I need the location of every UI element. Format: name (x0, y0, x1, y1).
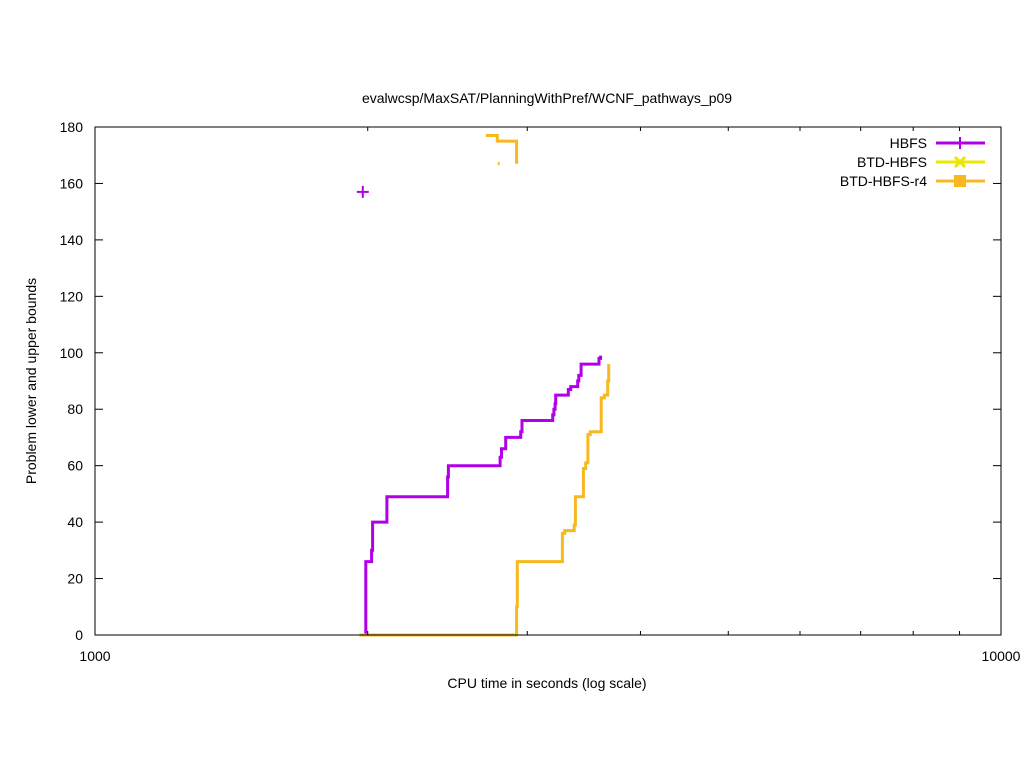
legend-label: HBFS (890, 135, 927, 151)
legend-marker-hbfs (954, 137, 966, 149)
legend-label: BTD-HBFS-r4 (840, 173, 927, 189)
marker-square (954, 175, 966, 187)
lower-bound-line-hbfs (359, 355, 603, 637)
legend-entry-btd-hbfs: BTD-HBFS (857, 154, 985, 170)
y-tick-label: 100 (60, 345, 84, 361)
legend-entry-hbfs: HBFS (890, 135, 985, 151)
legend-marker-btd-hbfs-r4 (954, 175, 966, 187)
upper-bound-line-btd-hbfs-r4 (485, 134, 519, 164)
lower-bound-line-btd-hbfs-r4 (359, 364, 611, 637)
y-axis-label: Problem lower and upper bounds (23, 278, 39, 484)
upper-bound-point-btd-hbfs-r4 (497, 162, 500, 166)
y-tick-label: 40 (67, 514, 83, 530)
y-tick-label: 0 (75, 627, 83, 643)
y-tick-label: 180 (60, 119, 84, 135)
y-tick-label: 80 (67, 401, 83, 417)
upper-bound-point-hbfs (356, 185, 369, 198)
chart-title: evalwcsp/MaxSAT/PlanningWithPref/WCNF_pa… (362, 90, 732, 106)
y-axis: 0 20 40 60 80 100 120 140 160 180 (60, 119, 1001, 643)
x-axis-label: CPU time in seconds (log scale) (447, 675, 646, 691)
y-tick-label: 60 (67, 458, 83, 474)
y-tick-label: 140 (60, 232, 84, 248)
legend-marker-btd-hbfs (953, 155, 967, 169)
legend: HBFS BTD-HBFS BTD-HBFS-r4 (840, 135, 985, 189)
x-axis: 1000 10000 (79, 127, 1021, 664)
legend-label: BTD-HBFS (857, 154, 927, 170)
x-tick-label: 1000 (79, 648, 110, 664)
series-hbfs (356, 185, 603, 637)
plot-frame (94, 126, 1002, 636)
y-tick-label: 120 (60, 288, 84, 304)
series-btd-hbfs-r4 (359, 134, 611, 637)
plot-area (356, 134, 611, 637)
x-tick-label: 10000 (982, 648, 1021, 664)
marker-x-b (953, 155, 967, 169)
y-tick-label: 160 (60, 175, 84, 191)
y-tick-label: 20 (67, 571, 83, 587)
legend-entry-btd-hbfs-r4: BTD-HBFS-r4 (840, 173, 985, 189)
